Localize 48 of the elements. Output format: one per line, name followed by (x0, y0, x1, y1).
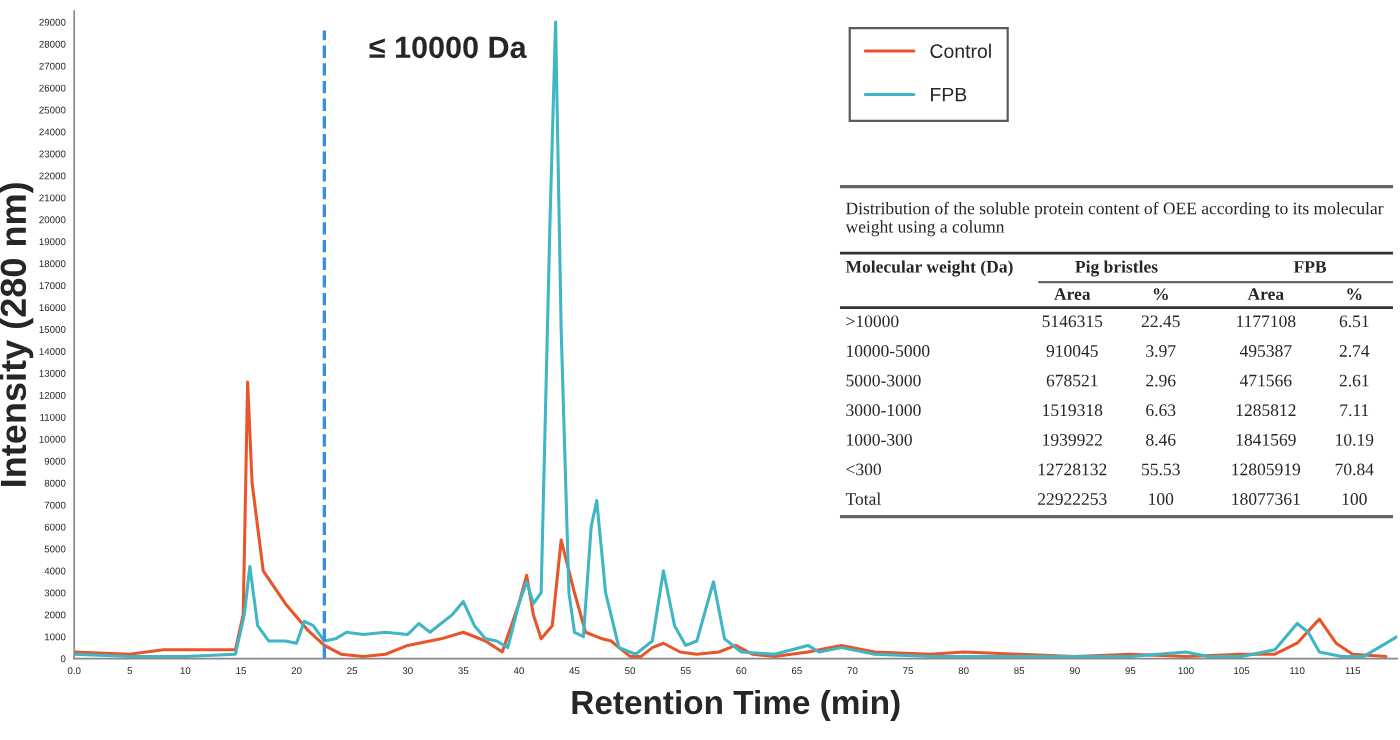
annotation: 471566 (1239, 374, 1292, 387)
ref-line-label: ≤ 10000 Da (369, 36, 527, 59)
annotation: 12728132 (1038, 463, 1107, 476)
annotation: Area (1247, 288, 1284, 301)
annotation: 3000-1000 (846, 404, 921, 417)
annotation: 2.61 (1339, 374, 1369, 387)
annotation: 2.96 (1146, 374, 1176, 387)
annotation: 1000-300 (847, 433, 912, 446)
annotation: 1939922 (1043, 433, 1102, 446)
annotation: 1177108 (1237, 315, 1296, 328)
annotation: 5146315 (1042, 315, 1103, 328)
legend-label: Control (930, 43, 991, 59)
annotation: Pig bristles (1075, 260, 1158, 277)
annotation: 6.63 (1146, 404, 1176, 417)
annotation: 22922253 (1038, 493, 1107, 505)
annotation: 2.74 (1339, 345, 1370, 357)
annotation: FPB (1293, 261, 1327, 273)
annotation: 678521 (1046, 374, 1098, 387)
annotation: 22.45 (1141, 315, 1180, 328)
y-axis-title: Intensity (280 nm) (0, 183, 34, 486)
annotation: 3.97 (1146, 345, 1176, 357)
annotation: 70.84 (1335, 463, 1374, 476)
annotation: 10000-5000 (847, 345, 930, 357)
annotation: % (1153, 288, 1168, 301)
annotation: 18077361 (1232, 493, 1300, 505)
annotation: 910045 (1046, 345, 1098, 357)
annotation: 10.19 (1336, 433, 1374, 446)
annotation: % (1347, 288, 1362, 301)
annotation: <300 (846, 463, 881, 476)
annotation: Total (845, 492, 881, 505)
annotation: Molecular weight (Da) (845, 260, 1013, 277)
annotation: 495387 (1239, 345, 1292, 357)
annotation: 1841569 (1236, 433, 1296, 446)
annotation: 6.51 (1339, 315, 1369, 328)
annotation: 8.46 (1146, 433, 1176, 446)
annotation: 55.53 (1142, 463, 1180, 476)
annotation: 1285812 (1236, 404, 1296, 417)
text: Distribution of the soluble protein content of OEE according to its molecular weight using a column (845, 201, 1384, 237)
annotation: 7.11 (1340, 404, 1369, 417)
annotation: 5000-3000 (846, 374, 921, 387)
legend-label: FPB (931, 87, 967, 102)
annotation: 100 (1342, 493, 1367, 505)
annotation: Area (1054, 288, 1091, 301)
annotation: 12805919 (1232, 463, 1301, 476)
x-axis-title: Retention Time (min) (572, 689, 900, 721)
annotation: 1519318 (1043, 404, 1103, 417)
annotation: >10000 (846, 315, 899, 328)
annotation: 100 (1149, 493, 1174, 505)
